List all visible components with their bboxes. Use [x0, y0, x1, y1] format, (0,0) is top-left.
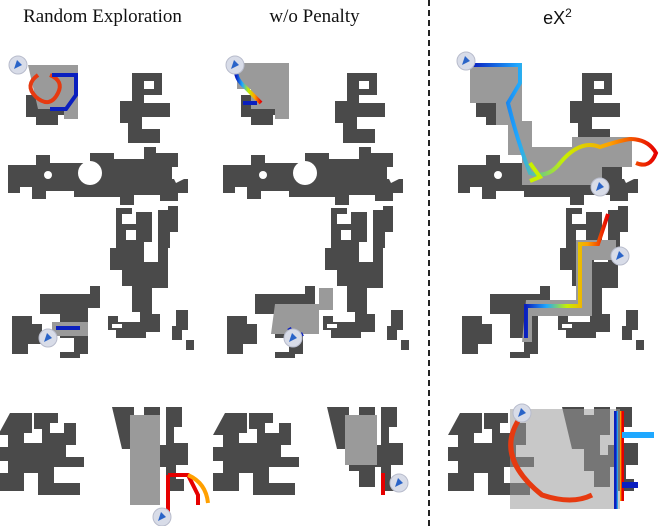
trajectory: [50, 73, 78, 111]
trajectory: [528, 161, 544, 183]
panel-row2-random-exploration: [12, 206, 194, 358]
trajectory: [28, 73, 62, 105]
method-divider: [428, 0, 430, 526]
column-title-without-penalty: w/o Penalty: [269, 6, 360, 27]
panel-row3-random-exploration: [0, 407, 210, 526]
explored-area: [510, 409, 620, 509]
agent-marker-icon: [8, 55, 28, 75]
explored-area: [345, 415, 377, 465]
agent-marker-icon: [152, 507, 172, 526]
trajectory: [472, 63, 659, 177]
panel-row2-ex2: [462, 206, 644, 358]
trajectory: [524, 213, 610, 338]
trajectory: [166, 473, 200, 515]
panel-row1-ex2: [456, 51, 659, 205]
panel-row1-without-penalty: [223, 55, 403, 205]
agent-marker-icon: [389, 473, 409, 493]
explored-area: [237, 63, 289, 119]
explored-area: [522, 240, 616, 342]
trajectory: [187, 473, 210, 504]
explored-area: [271, 288, 333, 334]
explored-area: [470, 63, 632, 185]
agent-marker-icon: [456, 51, 476, 71]
panel-row3-ex2: [448, 403, 654, 509]
agent-marker-icon: [225, 55, 245, 75]
explored-area: [28, 65, 78, 119]
column-title-ex2: eX2: [543, 6, 572, 28]
panel-row1-random-exploration: [8, 55, 188, 205]
agent-marker-icon: [610, 246, 630, 266]
agent-marker-icon: [590, 177, 610, 197]
agent-marker-icon: [512, 403, 532, 423]
column-title-random-exploration: Random Exploration: [23, 6, 182, 27]
agent-marker-icon: [38, 328, 58, 348]
panel-row2-without-penalty: [227, 206, 409, 358]
panel-row3-without-penalty: [213, 407, 409, 495]
explored-area: [130, 415, 160, 505]
agent-marker-icon: [283, 328, 303, 348]
trajectory: [508, 413, 594, 503]
